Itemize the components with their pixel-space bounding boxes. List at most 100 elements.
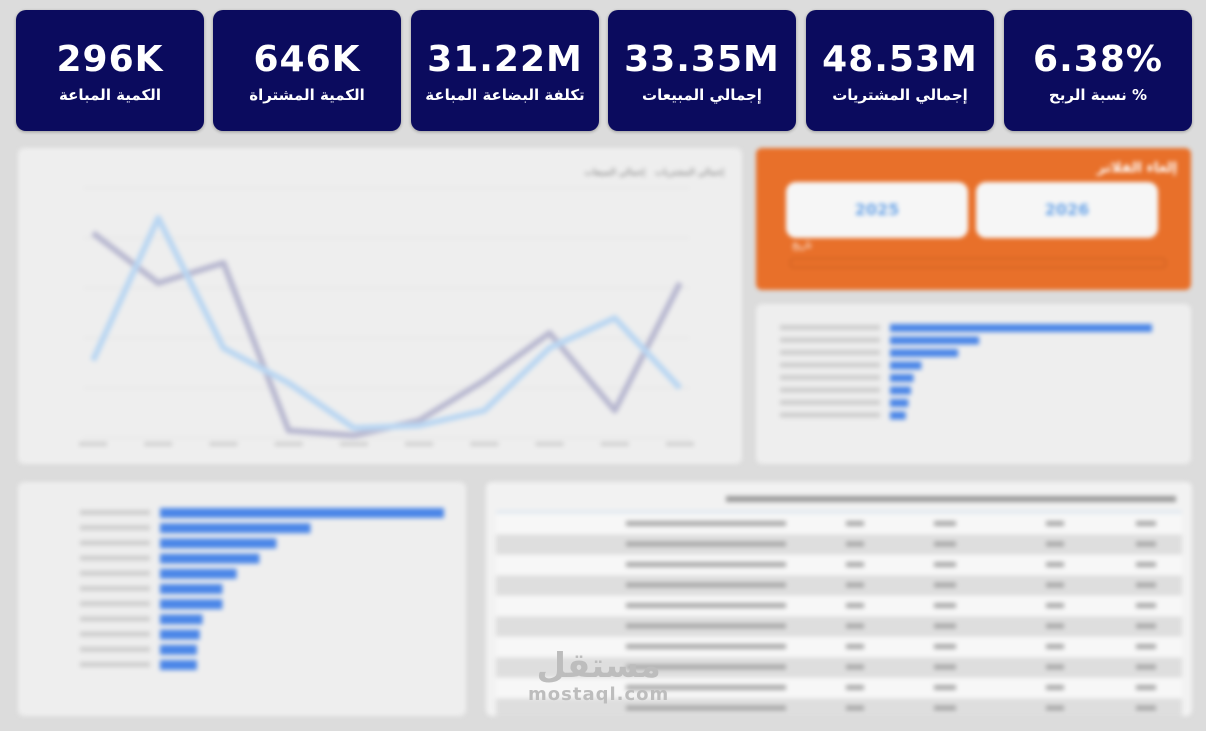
kpi-label: تكلفة البضاعة المباعة — [425, 86, 585, 104]
line-chart-legend: إجمالي المشتريات إجمالي المبيعات — [584, 168, 724, 178]
table-cell — [1046, 582, 1064, 588]
legend-sales: إجمالي المبيعات — [584, 168, 645, 178]
table-cell — [934, 521, 956, 526]
bar-category-label — [780, 362, 880, 368]
bar-chart-right — [780, 324, 1152, 420]
table-cell — [626, 582, 786, 588]
x-tick-label — [470, 442, 499, 446]
bar — [160, 553, 260, 564]
table-cell — [846, 623, 864, 629]
bar-category-label — [80, 662, 150, 667]
table-cell — [846, 562, 864, 567]
table-cell — [626, 644, 786, 649]
bar-category-label — [780, 325, 880, 330]
date-slider[interactable] — [790, 258, 1166, 268]
bar-category-label — [780, 400, 880, 405]
table-cell — [626, 664, 786, 670]
bar — [890, 374, 914, 382]
year-button-2025[interactable]: 2025 — [786, 182, 968, 238]
kpi-value: 31.22M — [427, 39, 583, 80]
bar-category-label — [80, 570, 150, 576]
x-tick-label — [405, 442, 434, 446]
table-row — [496, 575, 1182, 596]
series-line-sales — [90, 215, 683, 431]
x-tick-label — [600, 442, 629, 446]
kpi-label: الكمية المشتراة — [249, 86, 365, 104]
table-cell — [846, 582, 864, 588]
line-chart-panel: إجمالي المشتريات إجمالي المبيعات — [18, 148, 742, 464]
date-slider-label: تاريخ — [792, 240, 812, 251]
bar-category-label — [80, 555, 150, 561]
bar — [160, 660, 197, 670]
kpi-value: 48.53M — [822, 39, 978, 80]
bar — [890, 386, 911, 395]
kpi-label: إجمالي المبيعات — [642, 86, 762, 104]
clear-filters-button[interactable]: إلغاء الفلاتر — [1097, 160, 1177, 176]
table-cell — [1136, 705, 1156, 711]
kpi-label: % نسبة الربح — [1048, 86, 1148, 104]
bar-category-label — [80, 631, 150, 637]
table-cell — [1136, 541, 1156, 547]
kpi-card: 6.38% % نسبة الربح — [1004, 10, 1192, 131]
table-cell — [1046, 685, 1064, 690]
table-row — [496, 555, 1182, 575]
table-row — [496, 596, 1182, 616]
table-cell — [1136, 623, 1156, 629]
table-cell — [626, 562, 786, 567]
table-row — [496, 698, 1182, 716]
bar — [160, 568, 237, 579]
bar-chart-left-panel — [18, 482, 466, 716]
bar — [890, 336, 980, 345]
table-row — [496, 637, 1182, 657]
line-chart — [79, 187, 694, 446]
table-header — [726, 496, 1176, 502]
table-cell — [1136, 644, 1156, 649]
bar — [890, 399, 909, 407]
bar — [160, 614, 203, 625]
table-cell — [626, 521, 786, 526]
table-cell — [626, 603, 786, 608]
x-tick-label — [274, 442, 303, 446]
table-cell — [846, 521, 864, 526]
kpi-label: إجمالي المشتريات — [832, 86, 968, 104]
bar-category-label — [780, 387, 880, 393]
table-cell — [934, 705, 956, 711]
table-row — [496, 514, 1182, 534]
table-cell — [1046, 644, 1064, 649]
bar-category-label — [780, 350, 880, 355]
x-tick-label — [339, 442, 368, 446]
table-cell — [1136, 582, 1156, 588]
table-cell — [1136, 603, 1156, 608]
bar — [160, 508, 444, 518]
year-button-2026[interactable]: 2026 — [976, 182, 1158, 238]
table-cell — [934, 685, 956, 690]
table-cell — [1136, 685, 1156, 690]
bar — [160, 644, 197, 655]
table-cell — [1136, 521, 1156, 526]
watermark-arabic: مستقل — [536, 646, 661, 686]
bar — [890, 361, 922, 370]
table-cell — [1046, 664, 1064, 670]
bar-category-label — [780, 375, 880, 380]
kpi-card: 296K الكمية المباعة — [16, 10, 204, 131]
kpi-card: 646K الكمية المشتراة — [213, 10, 401, 131]
bar-category-label — [80, 510, 150, 515]
watermark-latin: mostaql.com — [528, 684, 670, 705]
table-cell — [846, 685, 864, 690]
x-tick-label — [144, 442, 173, 446]
bar — [160, 629, 200, 640]
table-cell — [1136, 664, 1156, 670]
kpi-value: 646K — [253, 39, 361, 80]
kpi-card: 31.22M تكلفة البضاعة المباعة — [411, 10, 599, 131]
table-row — [496, 657, 1182, 678]
table-cell — [934, 623, 956, 629]
watermark: مستقل mostaql.com — [528, 648, 669, 705]
kpi-card: 33.35M إجمالي المبيعات — [608, 10, 796, 131]
table-cell — [1136, 562, 1156, 567]
table-row — [496, 678, 1182, 698]
table-cell — [934, 644, 956, 649]
table-cell — [934, 582, 956, 588]
table-cell — [934, 562, 956, 567]
table-cell — [934, 541, 956, 547]
bar-category-label — [80, 616, 150, 622]
